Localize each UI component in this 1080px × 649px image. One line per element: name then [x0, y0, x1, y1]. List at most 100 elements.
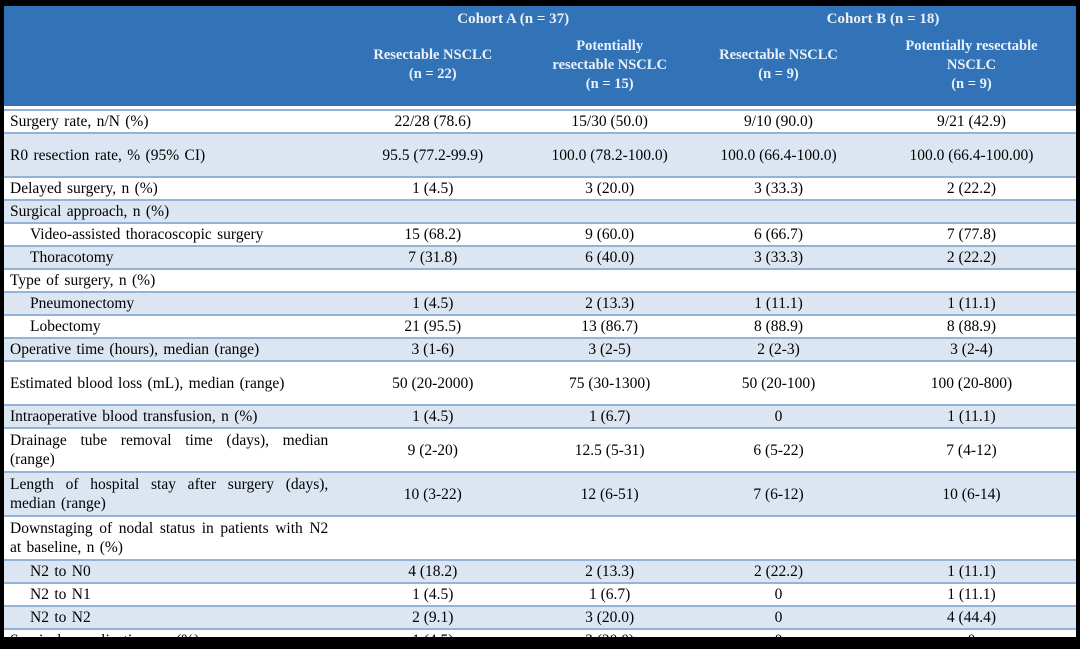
column-header-resectable-a: Resectable NSCLC (n = 22)	[373, 47, 493, 82]
row-value: 3 (20.0)	[529, 605, 691, 630]
table-row: Length of hospital stay after surgery (d…	[4, 471, 1076, 517]
table-row: Thoracotomy 7 (31.8) 6 (40.0) 3 (33.3) 2 (22…	[4, 245, 1076, 270]
row-value: 2 (22.2)	[690, 559, 867, 584]
row-value: 2 (13.3)	[529, 559, 691, 584]
row-value	[336, 268, 530, 293]
row-value: 4 (44.4)	[866, 605, 1076, 630]
row-value: 3 (33.3)	[690, 245, 867, 270]
row-value: 12.5 (5-31)	[529, 427, 691, 473]
row-value	[690, 199, 867, 224]
row-value: 0	[690, 582, 867, 607]
table-row: Surgery rate, n/N (%) 22/28 (78.6) 15/30 (…	[4, 109, 1076, 134]
row-value	[866, 268, 1076, 293]
row-label: Surgical approach, n (%)	[4, 199, 337, 224]
row-label: Delayed surgery, n (%)	[4, 176, 337, 201]
row-value: 0	[866, 628, 1076, 637]
row-value: 15 (68.2)	[336, 222, 530, 247]
row-value: 9/10 (90.0)	[690, 109, 867, 134]
row-label: Video-assisted thoracoscopic surgery	[4, 222, 337, 247]
row-value: 10 (3-22)	[336, 471, 530, 517]
row-value: 22/28 (78.6)	[336, 109, 530, 134]
row-value: 0	[690, 404, 867, 429]
row-label: Surgery rate, n/N (%)	[4, 109, 337, 134]
row-value: 3 (20.0)	[529, 176, 691, 201]
row-value: 1 (6.7)	[529, 404, 691, 429]
row-value: 0	[690, 628, 867, 637]
row-value: 3 (2-5)	[529, 337, 691, 362]
row-value: 2 (2-3)	[690, 337, 867, 362]
row-value: 1 (11.1)	[690, 291, 867, 316]
table-row: N2 to N2 2 (9.1) 3 (20.0) 0 4 (44.4)	[4, 605, 1076, 630]
row-label: Length of hospital stay after surgery (d…	[4, 471, 337, 517]
row-value: 2 (13.3)	[529, 291, 691, 316]
row-value	[529, 515, 691, 561]
row-value: 1 (11.1)	[866, 291, 1076, 316]
row-label: Drainage tube removal time (days), media…	[4, 427, 337, 473]
row-value: 8 (88.9)	[866, 314, 1076, 339]
row-value: 8 (88.9)	[690, 314, 867, 339]
row-label: Thoracotomy	[4, 245, 337, 270]
row-value: 3 (1-6)	[336, 337, 530, 362]
table-row: Delayed surgery, n (%) 1 (4.5) 3 (20.0) 3 (…	[4, 176, 1076, 201]
row-value	[336, 199, 530, 224]
row-value: 95.5 (77.2-99.9)	[336, 132, 530, 178]
row-value	[866, 199, 1076, 224]
row-label: Estimated blood loss (mL), median (range…	[4, 360, 337, 406]
table-row: Pneumonectomy 1 (4.5) 2 (13.3) 1 (11.1) 1 (1…	[4, 291, 1076, 316]
table-row: Drainage tube removal time (days), media…	[4, 427, 1076, 473]
table-row: R0 resection rate, % (95% CI) 95.5 (77.2-…	[4, 132, 1076, 178]
cohort-a-header: Cohort A (n = 37)	[457, 11, 570, 27]
row-value	[866, 515, 1076, 561]
row-value	[529, 199, 691, 224]
header-divider	[4, 106, 1076, 109]
column-header-potentially-resectable-a: Potentially resectable NSCLC (n = 15)	[552, 37, 667, 92]
row-value: 12 (6-51)	[529, 471, 691, 517]
table-row: Lobectomy 21 (95.5) 13 (86.7) 8 (88.9) 8 (88…	[4, 314, 1076, 339]
row-value: 7 (6-12)	[690, 471, 867, 517]
table-row: N2 to N1 1 (4.5) 1 (6.7) 0 1 (11.1)	[4, 582, 1076, 607]
row-value: 2 (22.2)	[866, 176, 1076, 201]
row-value: 7 (77.8)	[866, 222, 1076, 247]
row-value: 9 (2-20)	[336, 427, 530, 473]
row-value: 9/21 (42.9)	[866, 109, 1076, 134]
row-value: 6 (66.7)	[690, 222, 867, 247]
table-row: Downstaging of nodal status in patients …	[4, 515, 1076, 561]
row-value: 2 (9.1)	[336, 605, 530, 630]
row-value: 100.0 (66.4-100.0)	[690, 132, 867, 178]
row-value: 10 (6-14)	[866, 471, 1076, 517]
table-header: Cohort A (n = 37) Cohort B (n = 18) Rese…	[4, 6, 1076, 106]
table-row: Type of surgery, n (%)	[4, 268, 1076, 293]
table-row: Surgical approach, n (%)	[4, 199, 1076, 224]
row-value: 0	[690, 605, 867, 630]
row-value: 13 (86.7)	[529, 314, 691, 339]
row-value: 1 (4.5)	[336, 582, 530, 607]
row-value: 15/30 (50.0)	[529, 109, 691, 134]
row-value	[529, 268, 691, 293]
row-value: 1 (4.5)	[336, 404, 530, 429]
row-label: Intraoperative blood transfusion, n (%)	[4, 404, 337, 429]
row-label: Operative time (hours), median (range)	[4, 337, 337, 362]
row-value: 1 (11.1)	[866, 404, 1076, 429]
row-value	[690, 515, 867, 561]
table-row: Operative time (hours), median (range) 3 …	[4, 337, 1076, 362]
row-label: N2 to N0	[4, 559, 337, 584]
row-label: Lobectomy	[4, 314, 337, 339]
row-value: 7 (31.8)	[336, 245, 530, 270]
row-value: 50 (20-2000)	[336, 360, 530, 406]
table-row: N2 to N0 4 (18.2) 2 (13.3) 2 (22.2) 1 (11.1)	[4, 559, 1076, 584]
row-value: 3 (20.0)	[529, 628, 691, 637]
column-header-potentially-resectable-b: Potentially resectable NSCLC (n = 9)	[905, 37, 1038, 92]
row-value: 2 (22.2)	[866, 245, 1076, 270]
row-label: Pneumonectomy	[4, 291, 337, 316]
table-row: Surgical complications, n (%)1 (4.5)3 (2…	[4, 628, 1076, 637]
row-value: 100 (20-800)	[866, 360, 1076, 406]
table-row: Estimated blood loss (mL), median (range…	[4, 360, 1076, 406]
row-value: 100.0 (66.4-100.00)	[866, 132, 1076, 178]
row-value: 21 (95.5)	[336, 314, 530, 339]
row-value: 1 (11.1)	[866, 559, 1076, 584]
surgery-outcomes-table: Cohort A (n = 37) Cohort B (n = 18) Rese…	[4, 6, 1076, 637]
column-header-resectable-b: Resectable NSCLC (n = 9)	[719, 47, 838, 82]
row-value: 1 (4.5)	[336, 628, 530, 637]
table-body: Surgery rate, n/N (%) 22/28 (78.6) 15/30 (…	[4, 109, 1076, 637]
